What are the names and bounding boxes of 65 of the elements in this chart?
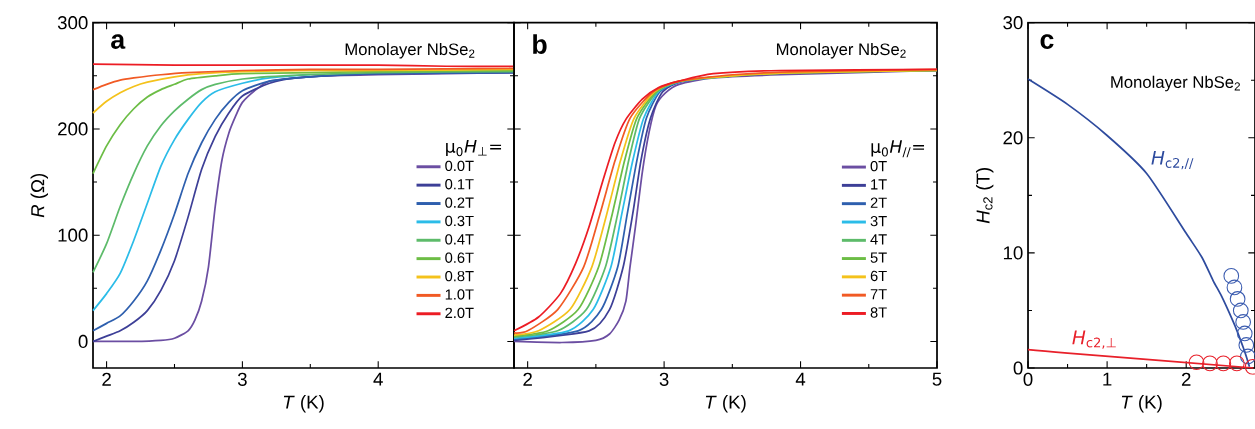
line-series — [92, 68, 515, 114]
y-tick-label: 100 — [58, 228, 88, 242]
x-tick-label: 2 — [102, 372, 111, 386]
point — [1202, 355, 1218, 372]
y-tick-label: 300 — [57, 16, 88, 30]
legend-label: 0.0T — [445, 160, 474, 172]
x-tick-label: 3 — [659, 372, 669, 386]
chart-title: c — [1040, 34, 1054, 49]
x-axis-title: T (K) — [283, 395, 324, 413]
text: Monolayer NbSe$_{2}$ — [1111, 75, 1240, 92]
legend-label: 0.3T — [445, 215, 474, 227]
legend-label: 7T — [870, 289, 887, 300]
legend-label: 3T — [870, 215, 887, 227]
y-tick-label: 30 — [1003, 16, 1023, 30]
legend-label: 0.2T — [445, 197, 474, 208]
y-tick-label: 20 — [1003, 131, 1023, 145]
line-series — [92, 67, 515, 91]
legend-label: 2T — [870, 197, 887, 208]
y-tick-label: 0 — [78, 334, 88, 349]
y-tick-label: 10 — [1003, 246, 1023, 260]
legend-title: μ$_{0}$H$_{//}$= — [871, 140, 925, 158]
point — [1229, 291, 1246, 307]
point — [1215, 355, 1232, 372]
x-axis-title: T (K) — [705, 395, 746, 413]
x-tick-label: 2 — [1181, 372, 1191, 386]
y-tick-label: 200 — [58, 122, 88, 136]
legend-label: 4T — [870, 234, 887, 245]
chart-title: a — [111, 34, 126, 49]
legend-label: 5T — [870, 252, 887, 263]
legend-label: 0.4T — [445, 234, 474, 245]
x-axis-title: T (K) — [1121, 395, 1162, 413]
y-axis-title: R (Ω) — [30, 173, 48, 218]
y-axis-title: H$_{c2}$ (T) — [975, 168, 994, 224]
legend-label: 0T — [870, 160, 887, 172]
legend-label: 1T — [871, 179, 887, 190]
legend-label: 0.8T — [445, 270, 474, 282]
legend-label: 1.0T — [445, 289, 474, 300]
x-tick-label: 1 — [1103, 372, 1112, 386]
point — [1223, 268, 1240, 284]
x-tick-label: 0 — [1023, 372, 1033, 386]
point — [1226, 279, 1243, 296]
legend-label: 0.1T — [445, 179, 474, 190]
point — [1236, 325, 1253, 342]
x-tick-label: 5 — [932, 372, 942, 386]
legend-title: μ$_{0}$H$_{⊥}$= — [446, 139, 502, 157]
chart-title: b — [533, 34, 547, 54]
x-tick-label: 3 — [237, 372, 247, 386]
legend-label: 8T — [870, 307, 887, 318]
legend-label: 2.0T — [445, 307, 474, 319]
y-tick-label: 0 — [1013, 361, 1023, 375]
point — [1188, 354, 1205, 371]
point — [1228, 355, 1245, 372]
series-label: H$_{c2,⊥}$ — [1072, 330, 1116, 349]
legend-label: 6T — [870, 270, 887, 282]
legend-label: 0.6T — [445, 252, 474, 263]
x-tick-label: 2 — [523, 372, 532, 386]
x-tick-label: 4 — [373, 372, 383, 386]
line-series — [92, 69, 515, 175]
text: Monolayer NbSe$_{2}$ — [345, 42, 475, 59]
point — [1232, 302, 1249, 319]
text: Monolayer NbSe$_{2}$ — [776, 42, 906, 59]
point — [1238, 337, 1255, 353]
point — [1235, 314, 1252, 330]
series-label: H$_{c2,//}$ — [1151, 150, 1194, 170]
x-tick-label: 4 — [795, 372, 806, 386]
